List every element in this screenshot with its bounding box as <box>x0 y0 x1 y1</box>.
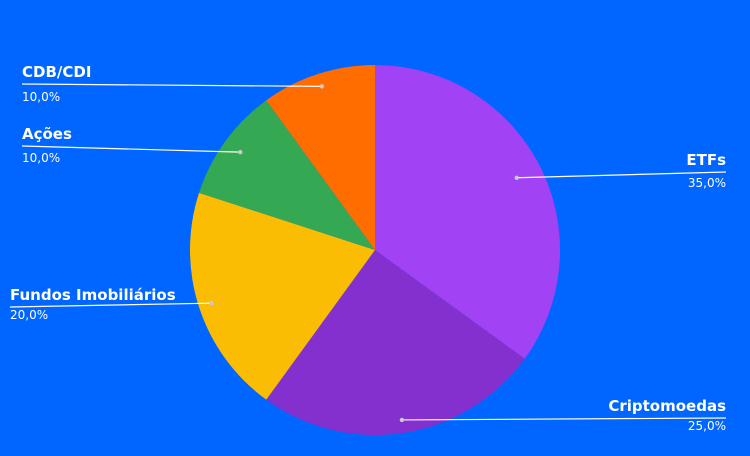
pie-slice-a-es <box>199 100 375 251</box>
leader-dot <box>399 417 405 423</box>
slice-value-label: 10,0% <box>22 90 60 104</box>
leader-dot <box>319 84 325 89</box>
pie-labels: ETFs 35,0% Criptomoedas 25,0% Fundos Imobili… <box>9 63 727 433</box>
slice-value-label: 20,0% <box>10 308 48 322</box>
leader-line <box>21 145 241 153</box>
leader-line <box>401 417 727 421</box>
leader-dot <box>209 300 214 306</box>
leader-dot <box>238 149 243 155</box>
leader-line <box>9 302 212 308</box>
pie-slice-fundos-imobili-rios <box>190 192 375 400</box>
slice-value-label: 10,0% <box>22 151 60 165</box>
pie-slice-etfs <box>375 65 560 359</box>
slice-value-label: 25,0% <box>688 419 726 433</box>
leader-line <box>21 83 322 87</box>
pie-slices <box>190 65 560 435</box>
leader-dot <box>514 175 519 180</box>
slice-label: Ações <box>22 125 72 143</box>
slice-label: ETFs <box>686 151 726 169</box>
slice-label: Fundos Imobiliários <box>10 286 176 304</box>
pie-slice-cdb-cdi <box>266 65 375 250</box>
slice-label: Criptomoedas <box>608 397 726 415</box>
leader-line <box>516 171 727 179</box>
pie-slice-criptomoedas <box>266 250 525 435</box>
slice-label: CDB/CDI <box>22 63 91 81</box>
slice-value-label: 35,0% <box>688 176 726 190</box>
